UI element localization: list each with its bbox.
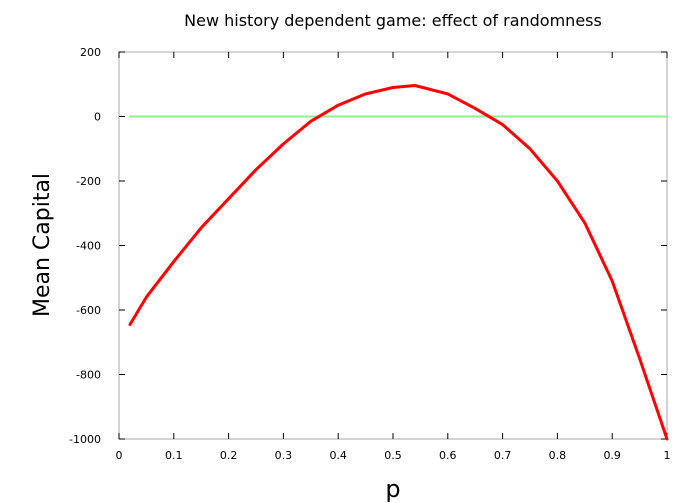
series-layer xyxy=(128,84,669,441)
tick-marks xyxy=(118,51,668,440)
x-tick-label: 0.4 xyxy=(329,449,347,462)
y-tick-label: -400 xyxy=(76,240,101,253)
x-tick-label: 1 xyxy=(664,449,671,462)
y-tick-label: 0 xyxy=(94,111,101,124)
x-axis-label: p xyxy=(385,475,400,503)
y-tick-label: 200 xyxy=(80,46,101,59)
x-tick-label: 0 xyxy=(116,449,123,462)
y-tick-label: -600 xyxy=(76,304,101,317)
x-tick-label: 0.5 xyxy=(384,449,402,462)
series-line-mean-capital xyxy=(128,84,669,441)
x-tick-label: 0.8 xyxy=(549,449,567,462)
x-tick-label: 0.2 xyxy=(220,449,238,462)
x-tick-label: 0.6 xyxy=(439,449,457,462)
tick-labels: 0 0.1 0.2 0.3 0.4 0.5 0.6 0.7 0.8 0.9 1 200 0 -200 -40… xyxy=(69,46,670,462)
x-tick-label: 0.7 xyxy=(494,449,512,462)
x-tick-label: 0.3 xyxy=(275,449,293,462)
y-tick-label: -200 xyxy=(76,175,101,188)
y-axis-label: Mean Capital xyxy=(30,173,55,317)
x-tick-label: 0.1 xyxy=(165,449,183,462)
chart-title: New history dependent game: effect of ra… xyxy=(184,11,602,30)
y-tick-label: -1000 xyxy=(69,433,101,446)
plot-area-frame xyxy=(118,51,668,440)
y-tick-label: -800 xyxy=(76,369,101,382)
x-tick-label: 0.9 xyxy=(603,449,621,462)
